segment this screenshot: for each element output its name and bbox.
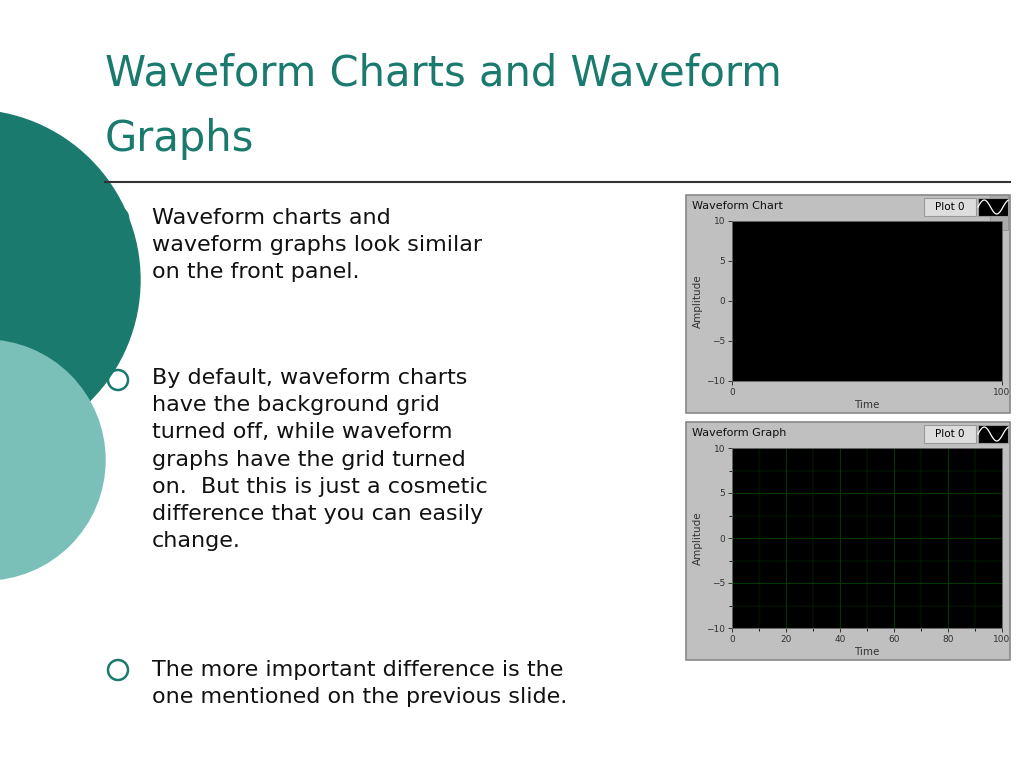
X-axis label: Time: Time — [854, 647, 880, 657]
Text: Waveform Chart: Waveform Chart — [692, 201, 783, 211]
FancyBboxPatch shape — [990, 195, 1008, 230]
Text: Plot 0: Plot 0 — [935, 429, 965, 439]
Circle shape — [0, 110, 140, 450]
Text: By default, waveform charts
have the background grid
turned off, while waveform
: By default, waveform charts have the bac… — [152, 368, 487, 551]
FancyBboxPatch shape — [686, 422, 1010, 660]
FancyBboxPatch shape — [978, 425, 1008, 443]
X-axis label: Time: Time — [854, 399, 880, 409]
FancyBboxPatch shape — [978, 198, 1008, 216]
Text: Waveform Graph: Waveform Graph — [692, 428, 786, 438]
Text: Waveform charts and
waveform graphs look similar
on the front panel.: Waveform charts and waveform graphs look… — [152, 208, 482, 283]
Y-axis label: Amplitude: Amplitude — [693, 511, 703, 564]
Text: Graphs: Graphs — [105, 118, 254, 160]
Text: The more important difference is the
one mentioned on the previous slide.: The more important difference is the one… — [152, 660, 567, 707]
FancyBboxPatch shape — [924, 198, 976, 216]
Y-axis label: Amplitude: Amplitude — [693, 274, 703, 328]
FancyBboxPatch shape — [686, 195, 1010, 413]
Text: Waveform Charts and Waveform: Waveform Charts and Waveform — [105, 52, 781, 94]
Circle shape — [0, 340, 105, 580]
Text: Plot 0: Plot 0 — [935, 202, 965, 212]
FancyBboxPatch shape — [924, 425, 976, 443]
